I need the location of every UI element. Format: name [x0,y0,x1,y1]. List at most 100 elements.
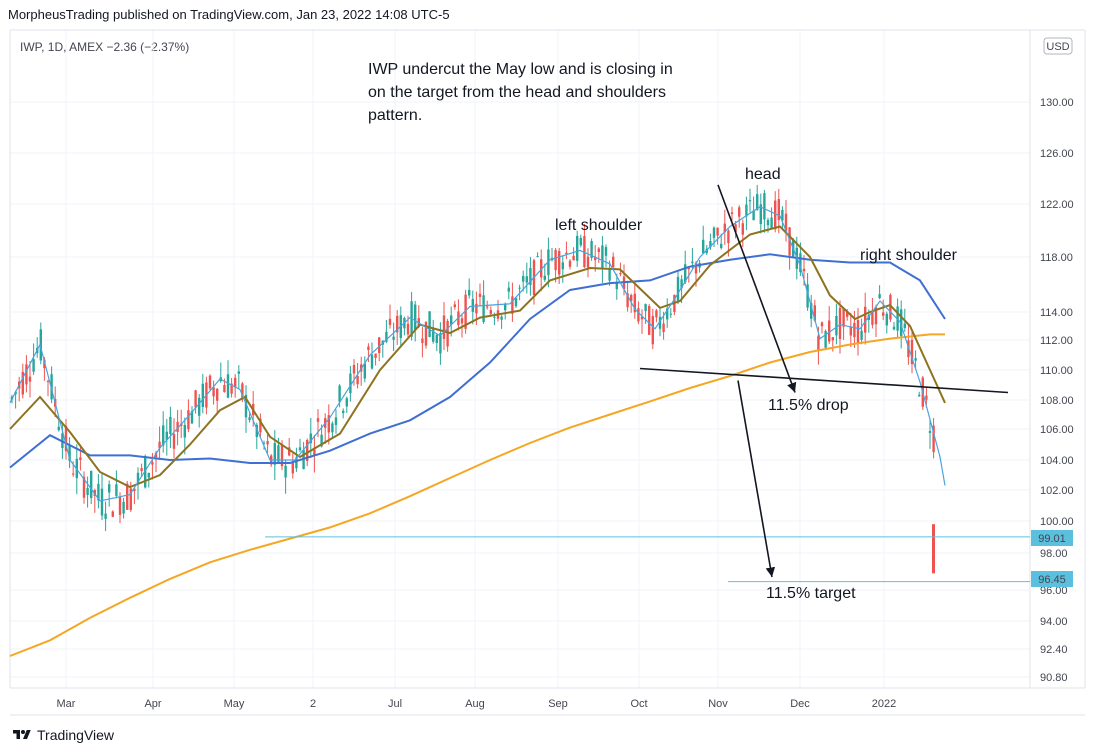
candle-body [295,457,298,469]
candle-body [129,488,132,511]
candle-body [493,316,496,318]
candle-body [111,511,114,517]
candle-body [900,309,903,337]
publisher-line: MorpheusTrading published on TradingView… [8,7,450,22]
candle-body [468,289,471,296]
neckline [639,367,1009,394]
candle-body [676,276,680,302]
x-tick-label: Sep [548,698,568,710]
y-tick-label: 118.00 [1040,252,1073,264]
candle-body [273,442,276,465]
sma_orange-line [9,333,945,657]
currency-label: USD [1046,41,1069,53]
candle-body [687,267,690,270]
candle-body [669,313,672,315]
candle-body [853,322,856,338]
y-tick-label: 100.00 [1040,516,1074,528]
x-tick-label: 2022 [872,698,896,710]
note-line-2: on the target from the head and shoulder… [368,84,666,101]
candle-body [327,415,330,433]
candle-body [248,417,251,421]
candle-body [860,330,863,340]
candle-body [183,424,186,438]
candle-body [694,262,698,274]
candle-body [583,236,586,268]
candle-body [914,358,917,361]
candle-body [154,452,158,458]
y-tick-label: 90.80 [1040,672,1068,684]
y-tick-label: 102.00 [1040,485,1074,497]
candle-body [378,337,381,354]
candle-body [820,322,824,327]
candle-body [651,316,654,345]
candle-body [874,307,878,325]
candle-body [892,326,896,330]
label-head: head [745,166,781,183]
candle-body [316,418,320,422]
candle-body [208,375,212,389]
price-label-support: 99.01 [1038,533,1066,545]
x-tick-label: May [224,698,245,710]
x-tick-label: Oct [630,698,647,710]
candle-body [604,247,608,256]
candle-body [572,255,575,261]
candle-body [640,316,644,320]
x-tick-label: Jul [388,698,402,710]
candle-body [320,434,323,447]
candle-body [748,200,752,202]
candle-body [806,284,809,308]
y-tick-label: 126.00 [1040,148,1074,160]
y-tick-label: 104.00 [1040,455,1074,467]
candle-body [774,200,777,230]
candle-body [226,374,230,398]
candle-body [306,440,309,461]
y-tick-label: 108.00 [1040,395,1074,407]
candle-body [540,259,543,278]
candle-body [176,421,179,432]
candle-body [421,338,424,344]
candle-body [842,307,845,327]
candle-body [255,424,258,437]
candles [10,184,935,574]
candle-body [79,457,82,460]
candle-body [500,316,503,320]
candle-body [147,473,150,478]
currency-badge [1043,37,1073,55]
candle-body [158,441,161,449]
candle-body [799,253,802,273]
candle-body [108,484,111,493]
candle-body [702,239,705,254]
candle-body [709,241,712,248]
x-tick-label: Aug [465,698,485,710]
candle-body [648,305,651,335]
candle-body [882,312,885,316]
candle-body [878,294,881,299]
candle-body [871,311,874,325]
price-label-target-bg [1031,571,1073,587]
candle-body [903,323,906,329]
candle-body [885,313,888,326]
candle-body [626,293,629,308]
candle-body [374,353,377,358]
candle-body [511,296,514,314]
candle-body [349,373,352,394]
candle-body [223,385,226,393]
candle-body [565,252,568,255]
candle-body [817,335,820,352]
symbol-legend: IWP, 1D, AMEX −2.36 (−2.37%) [20,40,190,54]
candle-body [601,245,604,269]
candle-body [846,311,849,317]
candle-body [165,431,168,440]
candle-body [97,483,100,501]
candle-body [464,294,467,329]
price-label-target: 96.45 [1038,574,1066,586]
x-tick-label: 2 [310,698,316,710]
y-tick-label: 96.00 [1040,585,1068,597]
candle-body [504,303,507,311]
candle-body [25,364,28,385]
sma_blue-line [9,253,946,469]
label-right-shoulder: right shoulder [860,247,958,264]
candle-body [86,487,89,496]
drawings [265,184,1030,583]
